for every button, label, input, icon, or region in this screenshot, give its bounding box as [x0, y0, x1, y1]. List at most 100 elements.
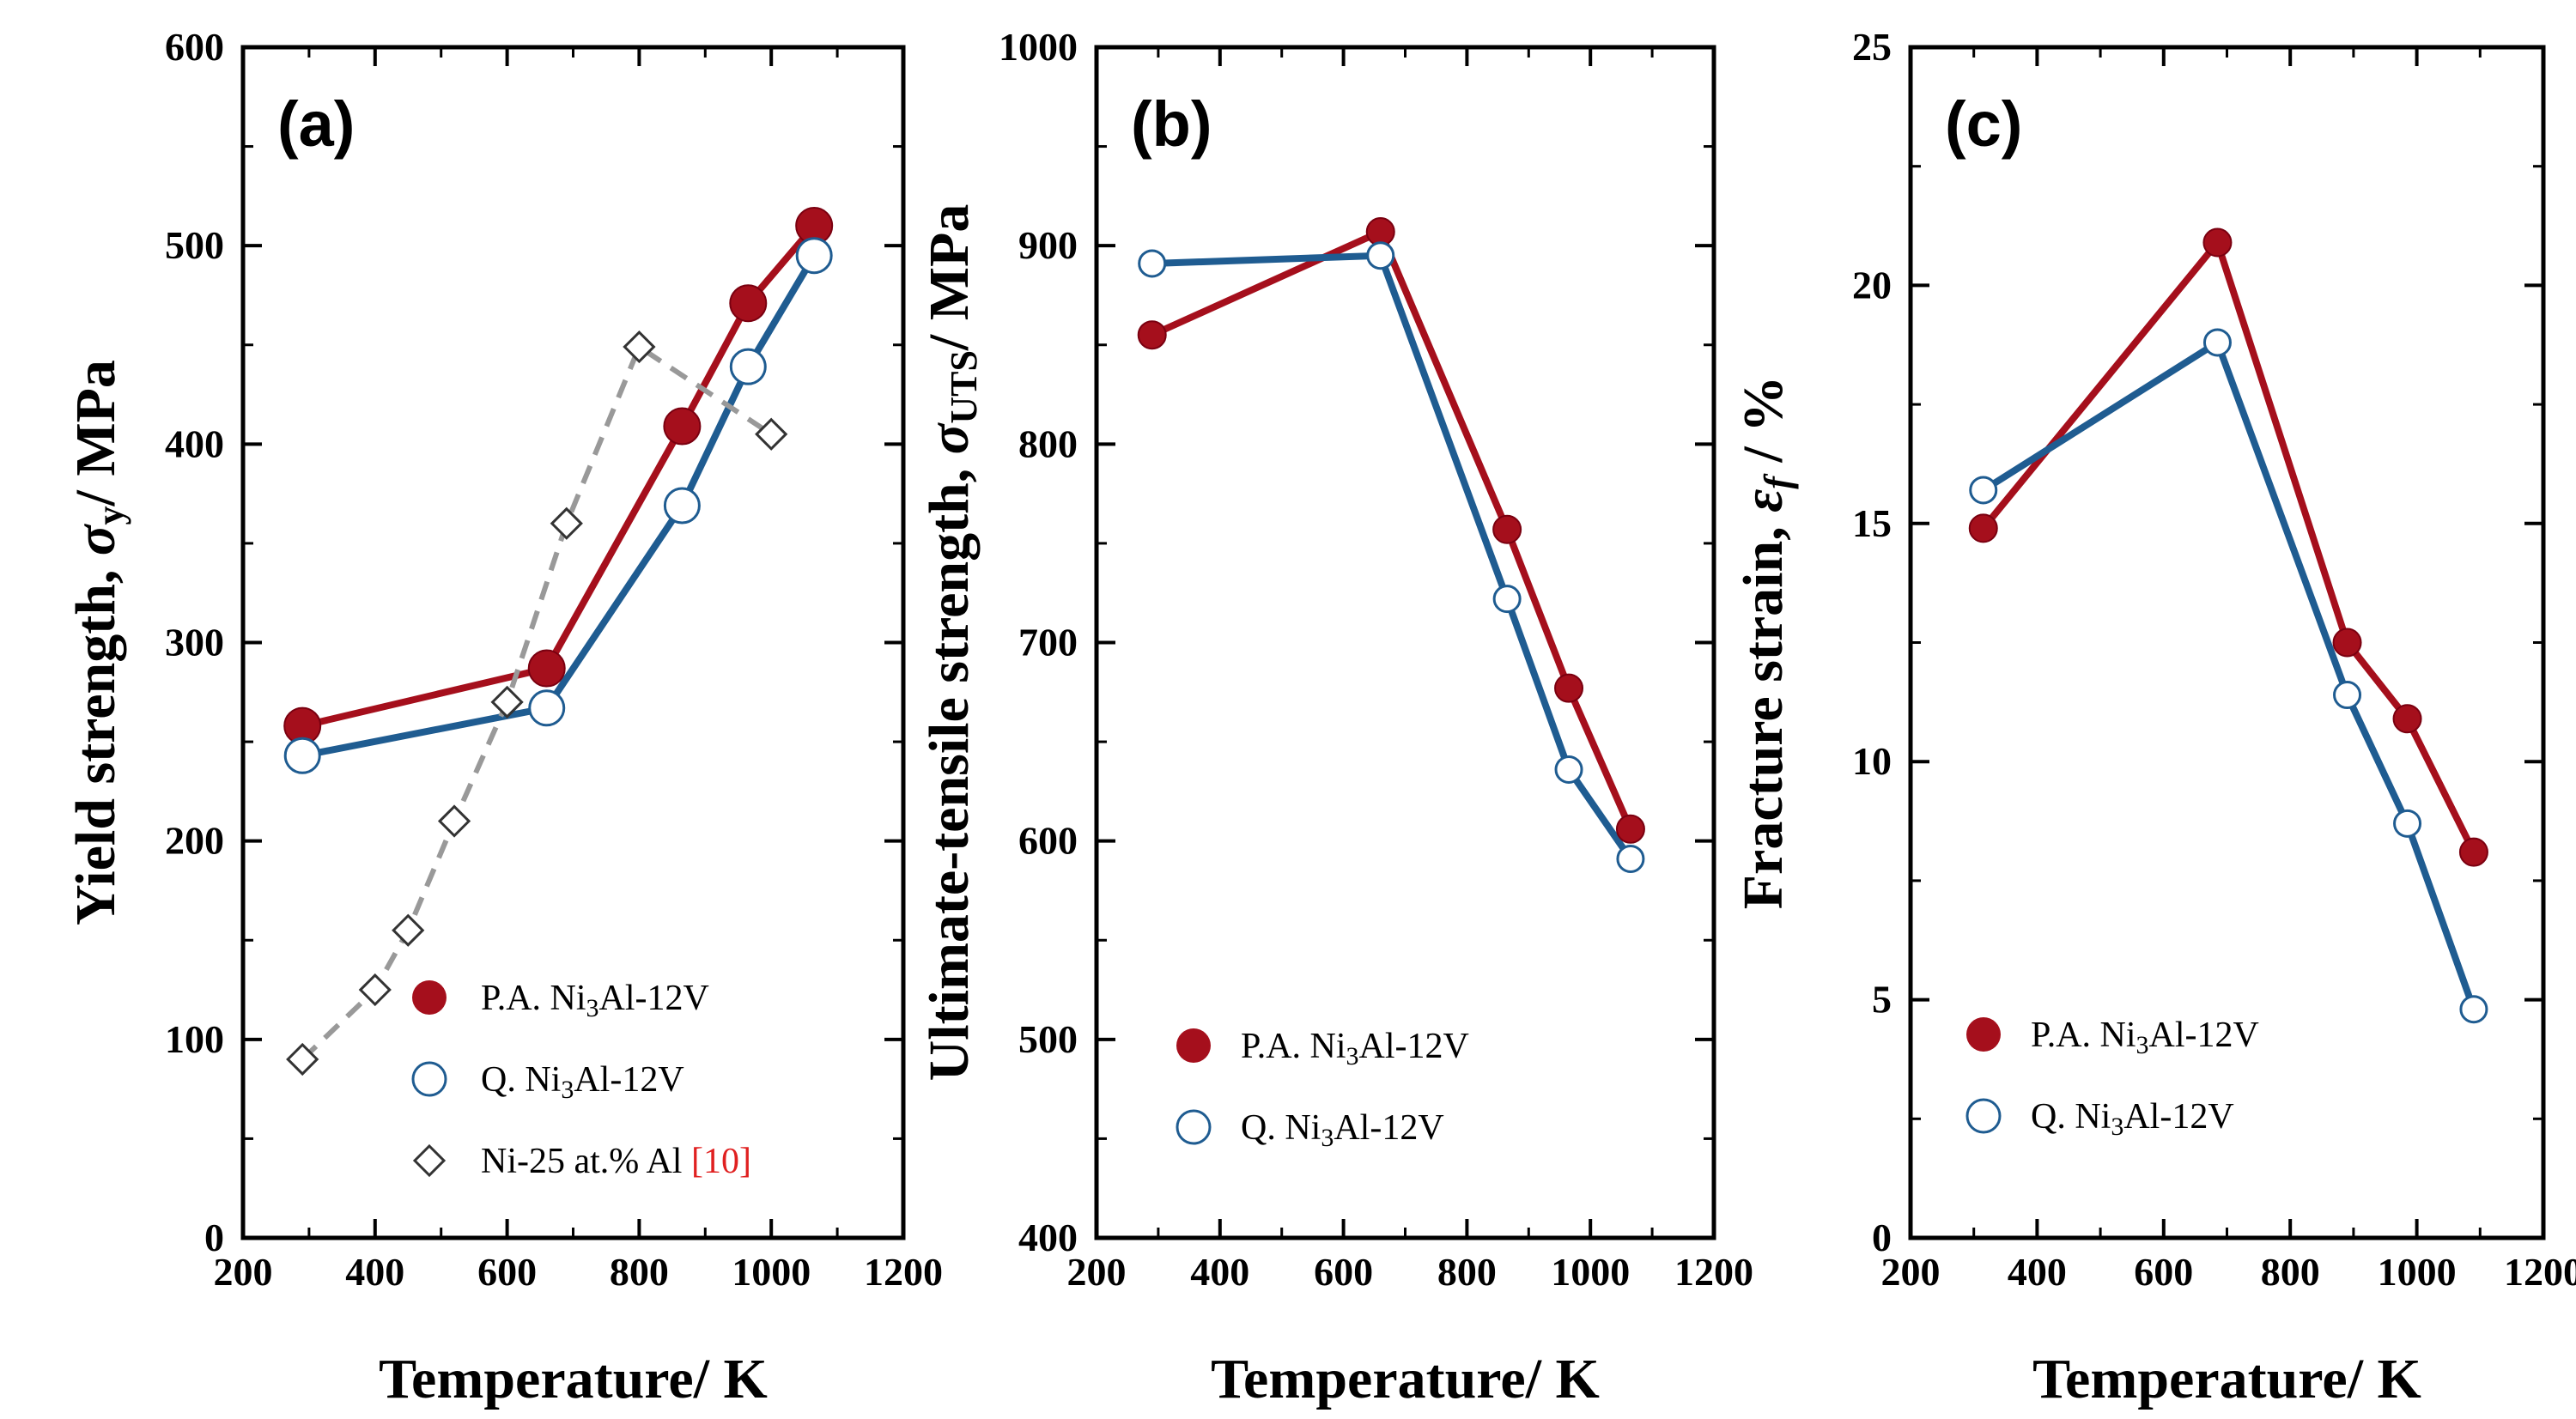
data-point-q	[1554, 755, 1583, 784]
data-point-pa	[663, 407, 702, 446]
x-axis-title: Temperature/ K	[1211, 1348, 1600, 1410]
legend-label: Ni-25 at.% Al [10]	[481, 1142, 751, 1181]
data-point-q	[528, 689, 566, 727]
x-tick-label: 400	[345, 1250, 404, 1294]
y-tick-label: 400	[165, 421, 224, 465]
legend-marker-pa	[1176, 1028, 1211, 1063]
y-tick-label: 900	[1018, 223, 1078, 267]
data-point-q	[729, 348, 767, 385]
data-point-ref	[755, 417, 788, 451]
data-point-ref	[286, 1042, 319, 1076]
x-tick-label: 1200	[2504, 1250, 2576, 1294]
y-tick-label: 25	[1852, 25, 1892, 69]
legend-marker-pa	[1966, 1017, 2001, 1052]
legend-label: P.A. Ni3Al-12V	[481, 979, 709, 1022]
data-point-ref	[550, 506, 583, 540]
panel-label: (b)	[1131, 88, 1212, 160]
legend-label: Q. Ni3Al-12V	[2031, 1097, 2234, 1141]
data-point-pa	[527, 649, 566, 688]
data-point-pa	[1492, 514, 1522, 544]
x-tick-label: 200	[1881, 1250, 1941, 1294]
data-point-ref	[623, 330, 656, 364]
y-tick-label: 500	[1018, 1017, 1078, 1061]
data-point-q	[2333, 681, 2362, 710]
data-point-q	[663, 487, 701, 525]
data-point-pa	[2392, 704, 2422, 734]
x-tick-label: 1000	[2378, 1250, 2457, 1294]
legend-label: Q. Ni3Al-12V	[481, 1060, 684, 1104]
x-tick-label: 1000	[732, 1250, 811, 1294]
y-tick-label: 0	[204, 1216, 224, 1259]
data-point-pa	[1615, 814, 1645, 844]
x-tick-label: 600	[1314, 1250, 1373, 1294]
y-tick-label: 400	[1018, 1216, 1078, 1259]
y-tick-label: 100	[165, 1017, 224, 1061]
data-point-pa	[1554, 673, 1584, 703]
x-tick-label: 600	[477, 1250, 537, 1294]
data-point-q	[1616, 844, 1645, 873]
panel-label: (c)	[1945, 88, 2022, 160]
legend-label: P.A. Ni3Al-12V	[1241, 1027, 1469, 1070]
y-tick-label: 600	[1018, 819, 1078, 863]
data-point-ref	[392, 913, 425, 947]
y-tick-label: 200	[165, 819, 224, 863]
data-point-pa	[2458, 837, 2488, 867]
y-tick-label: 600	[165, 25, 224, 69]
y-tick-label: 5	[1872, 978, 1892, 1022]
legend-marker-q	[1965, 1098, 2002, 1134]
y-tick-label: 500	[165, 223, 224, 267]
plot-frame	[1908, 45, 2546, 1240]
x-tick-label: 1200	[1674, 1250, 1753, 1294]
chart-panel-2: 200 400 600 800 1000 120040050060070080090010…	[918, 25, 1753, 1410]
series-line-3	[301, 344, 773, 1062]
data-point-ref	[358, 973, 392, 1007]
y-tick-label: 20	[1852, 263, 1892, 306]
data-point-ref	[490, 685, 524, 719]
legend-label: Q. Ni3Al-12V	[1241, 1108, 1444, 1152]
x-tick-label: 600	[2134, 1250, 2193, 1294]
x-tick-label: 800	[2261, 1250, 2320, 1294]
x-tick-label: 200	[214, 1250, 273, 1294]
y-tick-label: 0	[1872, 1216, 1892, 1259]
legend-marker-q	[1176, 1109, 1212, 1145]
data-point-ref	[437, 804, 471, 838]
y-tick-label: 800	[1018, 421, 1078, 465]
x-tick-label: 1000	[1551, 1250, 1630, 1294]
chart-panel-1: 200 400 600 800 1000 1200 0 100 200 300 400 500 600 T…	[64, 25, 943, 1410]
data-point-q	[1138, 249, 1167, 278]
data-point-pa	[2332, 628, 2362, 658]
series-line-2	[1981, 339, 2477, 1011]
data-point-pa	[729, 284, 768, 323]
data-point-q	[1492, 585, 1522, 614]
legend-marker-q	[411, 1061, 447, 1097]
data-point-pa	[2202, 227, 2233, 258]
legend-label: P.A. Ni3Al-12V	[2031, 1016, 2259, 1059]
x-tick-label: 800	[1437, 1250, 1497, 1294]
data-point-q	[795, 237, 833, 275]
chart-panel-3: 200 400 600 800 1000 1200 0 5 10 15 20 25 Temperatur…	[1732, 25, 2576, 1410]
x-tick-label: 1200	[864, 1250, 943, 1294]
x-tick-label: 200	[1067, 1250, 1127, 1294]
panel-label: (a)	[277, 88, 355, 160]
data-point-q	[1969, 476, 1998, 505]
x-axis-title: Temperature/ K	[379, 1348, 768, 1410]
x-axis-title: Temperature/ K	[2032, 1348, 2421, 1410]
data-point-q	[2202, 328, 2232, 357]
x-tick-label: 400	[2008, 1250, 2067, 1294]
data-point-q	[2393, 809, 2422, 838]
y-axis-title: Yield strength, σy/ MPa	[64, 360, 131, 925]
data-point-pa	[1137, 320, 1167, 350]
data-point-q	[283, 737, 321, 774]
y-axis-title: Fracture strain, εf / %	[1732, 376, 1799, 910]
legend-marker-ref	[412, 1143, 447, 1178]
x-tick-label: 800	[610, 1250, 669, 1294]
y-tick-label: 15	[1852, 501, 1892, 545]
y-tick-label: 1000	[999, 25, 1078, 69]
y-tick-label: 10	[1852, 739, 1892, 783]
data-point-q	[1366, 241, 1395, 270]
y-axis-title: Ultimate-tensile strength, σUTS/ MPa	[918, 204, 985, 1082]
data-point-pa	[1968, 513, 1998, 543]
data-point-q	[2459, 995, 2488, 1024]
legend-marker-pa	[412, 980, 447, 1015]
